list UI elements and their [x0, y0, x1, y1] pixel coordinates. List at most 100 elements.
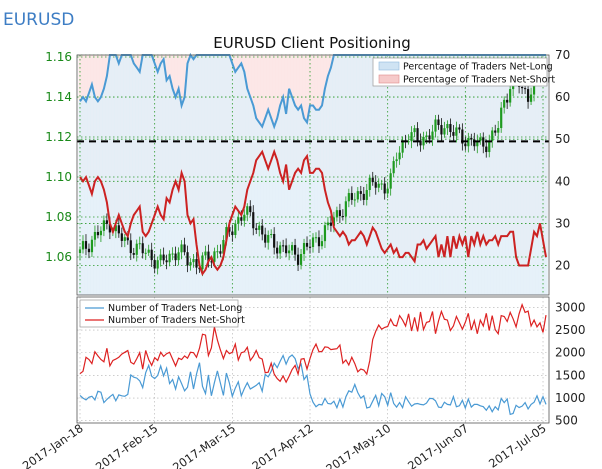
price-candle-body [126, 237, 129, 241]
price-candle-body [488, 140, 491, 153]
net-long-shade-stripe [299, 105, 303, 296]
price-candle-body [473, 139, 476, 147]
price-candle-body [162, 254, 165, 261]
net-long-shade-stripe [218, 55, 223, 295]
price-candle-body [383, 183, 386, 194]
legend-label-net-long: Percentage of Traders Net-Long [403, 62, 553, 73]
net-long-shade-stripe [311, 105, 315, 296]
price-candle-body [153, 260, 156, 269]
net-long-shade-stripe [296, 109, 300, 295]
price-candle-body [503, 99, 506, 108]
price-candle-body [389, 173, 392, 189]
price-candle-body [267, 234, 270, 243]
price-candle-body [529, 94, 533, 102]
price-candle-body [285, 245, 288, 254]
price-candle-body [356, 191, 359, 200]
net-short-line [79, 148, 547, 277]
price-candle-body [168, 253, 171, 263]
lower-axis-ticks: 500 1000 1500 2000 2500 3000 [555, 300, 586, 427]
net-long-shade-stripe [496, 55, 501, 295]
net-long-shade-stripe [111, 55, 115, 295]
price-candle-body [207, 251, 210, 262]
left-axis-tick-label: 1.10 [45, 170, 72, 184]
net-long-shade-stripe [293, 105, 297, 296]
price-candle-body [470, 137, 473, 140]
net-long-shade-stripe [416, 55, 420, 295]
x-axis-tick-label: 2017-Mar-15 [170, 421, 238, 469]
net-long-shade-stripe [344, 55, 348, 295]
price-candle-body [177, 252, 180, 261]
net-long-shade-stripe [508, 55, 512, 295]
price-candle-body [279, 245, 282, 254]
price-candle-body [446, 124, 449, 129]
net-long-shade-stripe [287, 88, 291, 296]
net-short-shade-stripe [272, 55, 276, 152]
net-long-shade-stripe [425, 55, 429, 295]
price-candle-body [416, 128, 419, 141]
price-candle-body [323, 225, 327, 242]
net-long-shade-stripe [532, 55, 536, 295]
price-candle-body [135, 243, 138, 255]
lower-legend: Number of Traders Net-Long Number of Tra… [79, 299, 245, 328]
price-candle-body [314, 237, 318, 239]
price-candle-body [413, 128, 416, 133]
net-long-shade-stripe [117, 63, 121, 295]
net-long-shade-stripe [338, 55, 342, 295]
price-candle-body [494, 130, 497, 133]
net-long-shade-stripe [448, 55, 453, 295]
net-long-shade-stripe [466, 55, 471, 295]
price-candle-body [216, 251, 219, 253]
price-candle-body [311, 237, 315, 248]
price-candle-body [497, 128, 500, 133]
left-axis-ticks: 1.06 1.08 1.10 1.12 1.14 1.16 [45, 50, 72, 264]
net-long-shade-stripe [362, 55, 366, 295]
price-candle-body [335, 210, 338, 218]
price-candle-body [305, 242, 309, 247]
net-long-shade-stripe [87, 92, 91, 295]
price-candle-body [452, 132, 455, 136]
left-axis-tick-label: 1.06 [45, 250, 72, 264]
x-axis-tick-label: 2017-Jan-18 [20, 421, 86, 469]
net-long-shade-stripe [120, 55, 124, 295]
price-candle-body [258, 225, 261, 230]
net-short-shade-stripe [275, 55, 279, 161]
legend-label-traders-net-long: Number of Traders Net-Long [108, 303, 242, 314]
net-long-shade-stripe [499, 55, 503, 295]
net-long-shade-stripe [84, 101, 88, 295]
net-long-shade-stripe [404, 55, 408, 295]
pair-label: EURUSD [3, 10, 74, 30]
net-long-shade-stripe [206, 55, 211, 295]
net-long-shade-stripe [314, 109, 318, 295]
net-long-shade-stripe [460, 55, 465, 295]
price-candle-body [114, 225, 117, 232]
x-axis-tick-label: 2017-May-10 [323, 421, 393, 469]
price-candle-body [165, 260, 168, 263]
price-candle-body [386, 188, 389, 194]
net-short-shade-stripe [302, 55, 306, 161]
price-candle-body [249, 206, 252, 213]
net-long-shade-stripe [502, 55, 506, 295]
net-long-shade-stripe [529, 55, 533, 295]
net-long-shade-stripe [254, 118, 259, 295]
net-long-shade-stripe [212, 55, 217, 295]
price-candle-body [428, 135, 431, 140]
net-long-shade-stripe [215, 55, 220, 295]
net-long-shade-stripe [347, 55, 351, 295]
price-candle-body [288, 250, 291, 254]
net-short-shade-stripe [257, 55, 262, 157]
net-long-shade-stripe [242, 71, 247, 295]
price-candle-body [401, 140, 404, 153]
net-long-shade-stripe [457, 55, 462, 295]
left-axis-tick-label: 1.16 [45, 50, 72, 64]
price-candle-body [380, 183, 383, 185]
net-long-shade-stripe [514, 55, 518, 295]
price-candle-body [144, 252, 147, 254]
price-candle-body [422, 136, 425, 146]
net-long-shade-stripe [433, 55, 438, 295]
price-candle-body [329, 222, 333, 226]
price-candle-body [290, 245, 294, 251]
right-axis-tick-label: 40 [555, 174, 570, 188]
net-long-shade-stripe [251, 105, 256, 296]
net-long-shade-stripe [395, 55, 399, 295]
